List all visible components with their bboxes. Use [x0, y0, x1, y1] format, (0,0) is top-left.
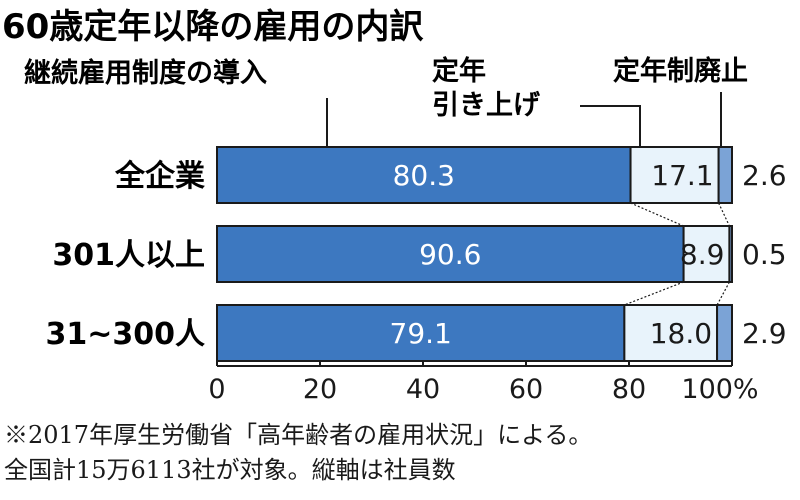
bar-segment [629, 146, 720, 204]
data-label: 80.3 [393, 159, 455, 192]
connector-line [624, 281, 684, 306]
scope-note: 全国計15万6113社が対象。縦軸は社員数 [4, 456, 456, 484]
category-label: 301人以上 [52, 238, 205, 273]
bar-segment [216, 225, 685, 283]
bar-group: 80.3 17.1 2.6 90.6 8.9 0.5 79.1 18.0 2.9 [216, 146, 787, 362]
connector-lines [624, 202, 730, 306]
connector-line [630, 202, 684, 227]
bar-segment [216, 146, 632, 204]
data-label: 8.9 [680, 238, 725, 271]
data-label: 2.6 [742, 159, 787, 192]
legend-label-raise-line2: 引き上げ [432, 90, 541, 121]
x-tick-label: 100% [681, 374, 758, 405]
data-label: 90.6 [419, 238, 481, 271]
x-tick-label: 20 [303, 374, 337, 405]
x-tick-label: 60 [509, 374, 543, 405]
data-label: 17.1 [651, 159, 713, 192]
bar-segment [717, 146, 733, 204]
x-tick-label: 0 [208, 374, 225, 405]
legend-label-continued-employment: 継続雇用制度の導入 [24, 57, 267, 89]
category-label: 全企業 [114, 159, 205, 194]
bar-segment [728, 225, 733, 283]
legend-label-abolition: 定年制廃止 [613, 55, 748, 87]
x-tick-label: 80 [612, 374, 646, 405]
bar-segment [623, 304, 719, 362]
category-label: 31~300人 [45, 317, 205, 352]
leader-line [580, 105, 641, 147]
bar-segment [716, 304, 734, 362]
data-label: 0.5 [742, 238, 787, 271]
data-label: 79.1 [390, 317, 452, 350]
connector-line [718, 202, 730, 227]
bar-segment [682, 225, 731, 283]
data-label: 18.0 [650, 317, 712, 350]
x-axis: 0 20 40 60 80 100% [208, 360, 759, 405]
category-labels: 全企業 301人以上 31~300人 [45, 159, 205, 352]
chart-title: 60歳定年以降の雇用の内訳 [2, 7, 424, 47]
data-label: 2.9 [742, 317, 787, 350]
legend-leader-lines [326, 92, 722, 155]
connector-line [716, 281, 730, 306]
legend-label-raise-line1: 定年 [432, 55, 486, 87]
source-note: ※2017年厚生労働省「高年齢者の雇用状況」による。 [4, 421, 592, 449]
x-tick-label: 40 [406, 374, 440, 405]
